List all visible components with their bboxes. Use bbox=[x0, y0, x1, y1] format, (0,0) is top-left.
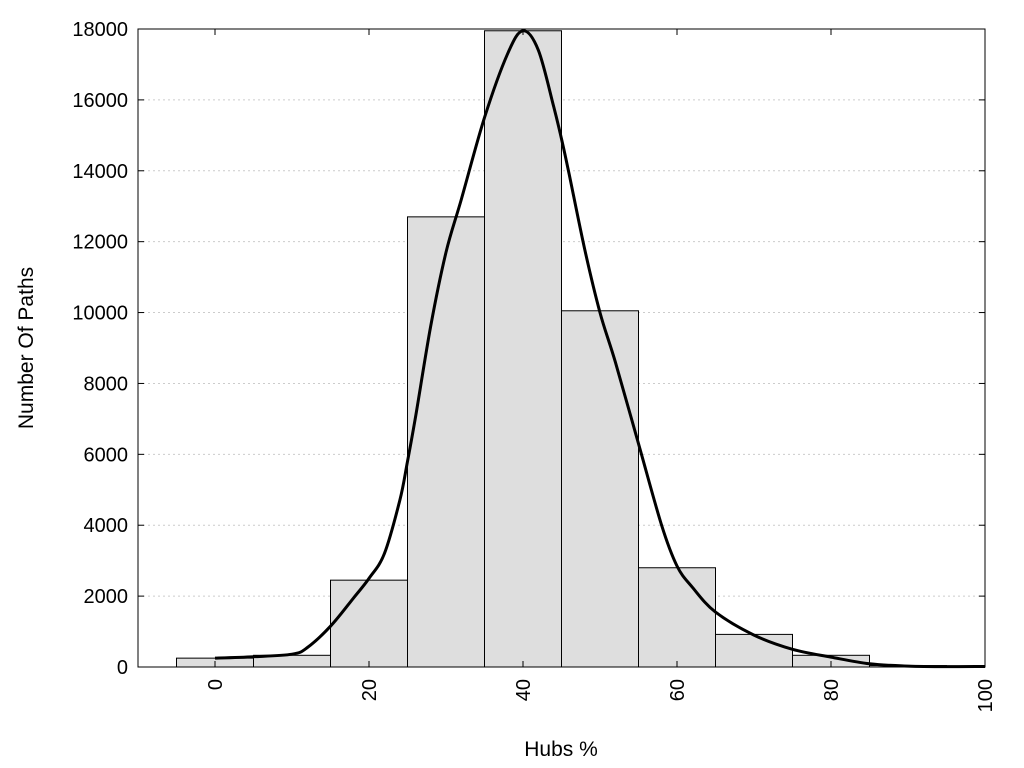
x-tick-label: 100 bbox=[975, 679, 997, 712]
histogram-bar bbox=[561, 310, 639, 668]
x-axis-label: Hubs % bbox=[524, 738, 598, 761]
density-curve bbox=[214, 29, 986, 669]
histogram-bar bbox=[638, 567, 716, 668]
x-tick-label: 40 bbox=[513, 679, 535, 701]
gridlines bbox=[138, 99, 985, 597]
y-tick-label: 6000 bbox=[84, 444, 129, 466]
y-tick-label: 2000 bbox=[84, 586, 129, 608]
plot-area-frame bbox=[137, 28, 986, 668]
x-tick-label: 0 bbox=[205, 679, 227, 690]
y-tick-label: 10000 bbox=[72, 303, 128, 325]
x-tick-label: 80 bbox=[821, 679, 843, 701]
histogram-bar bbox=[407, 216, 485, 668]
x-tick-label: 60 bbox=[667, 679, 689, 701]
y-tick-label: 14000 bbox=[72, 161, 128, 183]
y-tick-label: 12000 bbox=[72, 232, 128, 254]
x-axis-ticks: 0 20 40 60 80 100 bbox=[205, 29, 997, 712]
y-tick-label: 18000 bbox=[72, 19, 128, 41]
y-tick-label: 16000 bbox=[72, 90, 128, 112]
histogram-bar bbox=[715, 633, 793, 668]
y-tick-label: 0 bbox=[117, 657, 128, 679]
histogram-bar bbox=[484, 30, 562, 668]
histogram-bar bbox=[330, 579, 408, 668]
y-axis-label: Number Of Paths bbox=[15, 267, 38, 429]
histogram-bars bbox=[176, 30, 986, 668]
y-tick-label: 4000 bbox=[84, 515, 129, 537]
y-axis-ticks: 0 2000 4000 6000 8000 10000 12000 14000 16000 180… bbox=[72, 19, 985, 679]
y-tick-label: 8000 bbox=[84, 373, 129, 395]
x-tick-label: 20 bbox=[359, 679, 381, 701]
